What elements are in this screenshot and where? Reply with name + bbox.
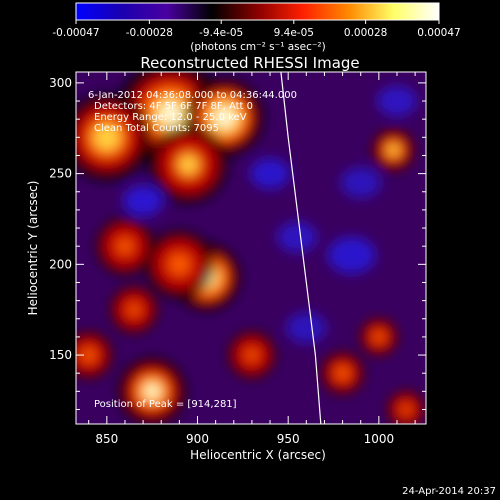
annotation-energy: Energy Range: 12.0 - 25.0 keV — [94, 112, 247, 123]
hot-region-bright — [93, 124, 121, 151]
hot-region-bright — [179, 155, 198, 174]
y-tick-label: 150 — [49, 348, 72, 362]
chart-title: Reconstructed RHESSI Image — [140, 54, 359, 72]
hot-region-core — [373, 331, 385, 343]
cool-region — [250, 158, 290, 190]
hot-region-peak — [215, 107, 235, 127]
x-tick-label: 850 — [95, 432, 118, 446]
x-tick-label: 900 — [186, 432, 209, 446]
image-blobs — [76, 72, 426, 424]
hot-region-core — [401, 404, 411, 415]
colorbar-tick-label: 9.4e-05 — [274, 27, 314, 39]
y-tick-label: 200 — [49, 257, 72, 271]
hot-region-core — [128, 303, 140, 316]
hot-region-core — [335, 366, 350, 381]
cool-region — [277, 221, 318, 253]
y-tick-label: 300 — [49, 76, 72, 90]
annotation-peak: Position of Peak = [914,281] — [94, 399, 237, 410]
annotation-method: Clean Total Counts: 7095 — [94, 123, 219, 134]
cool-region — [286, 312, 327, 344]
colorbar-tick-label: -9.4e-05 — [199, 27, 243, 39]
hot-region-core — [168, 253, 191, 275]
colorbar — [75, 2, 440, 21]
hot-region-bright — [387, 144, 400, 156]
axis-ticks: 850 900 950 1000 150 200 250 300 — [49, 72, 426, 446]
hot-region-core — [117, 238, 133, 254]
colorbar-ticks: -0.00047 -0.00028 -9.4e-05 9.4e-05 0.00028 0.… — [52, 20, 461, 39]
y-tick-label: 250 — [49, 167, 72, 181]
colorbar-tick-label: 0.00028 — [344, 27, 387, 39]
hot-region-core — [81, 348, 96, 363]
colorbar-unit-label: (photons cm⁻² s⁻¹ asec⁻²) — [190, 41, 325, 53]
cool-region — [377, 85, 417, 117]
hot-region-peak — [160, 103, 181, 124]
colorbar-tick-label: 0.00047 — [417, 27, 460, 39]
x-axis-label: Heliocentric X (arcsec) — [190, 448, 326, 462]
x-tick-label: 950 — [277, 432, 300, 446]
hot-region-peak — [145, 384, 159, 398]
x-tick-label: 1000 — [364, 432, 395, 446]
cool-region — [340, 167, 381, 199]
cool-region — [123, 185, 164, 217]
footer-timestamp: 24-Apr-2014 20:37 — [402, 486, 496, 497]
annotation-detectors: Detectors: 4F 5F 6F 7F 8F, Att 0 — [94, 101, 253, 112]
colorbar-tick-label: -0.00047 — [52, 27, 99, 39]
y-axis-label: Heliocentric Y (arcsec) — [26, 181, 40, 316]
solar-limb-line — [280, 72, 322, 424]
colorbar-tick-label: -0.00028 — [126, 27, 173, 39]
hot-region-core — [246, 349, 258, 361]
annotation-time: 6-Jan-2012 04:36:08.000 to 04:36:44.000 — [88, 90, 297, 101]
plot-frame — [75, 71, 427, 425]
cool-region — [327, 236, 376, 274]
